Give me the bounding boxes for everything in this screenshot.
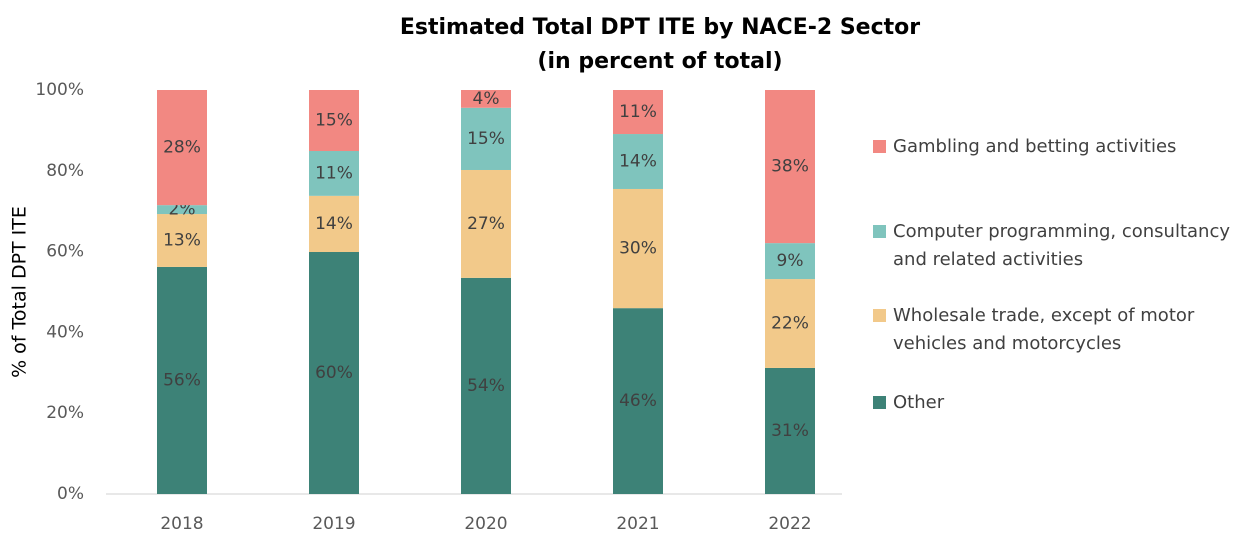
bar-segment xyxy=(157,266,207,494)
bar-segment xyxy=(461,169,511,278)
bar-segment xyxy=(613,90,663,135)
legend-swatch xyxy=(873,396,886,409)
data-label: 9% xyxy=(777,251,804,271)
data-label: 14% xyxy=(315,214,353,234)
legend-label: Other xyxy=(893,392,945,413)
chart-title: Estimated Total DPT ITE by NACE-2 Sector xyxy=(400,15,920,40)
bar-segment xyxy=(613,188,663,309)
bar-segment xyxy=(765,367,815,494)
bar-segment xyxy=(461,90,511,108)
x-tick-label: 2021 xyxy=(616,514,659,534)
legend-item: Computer programming, consultancy and re… xyxy=(873,218,1233,274)
data-label: 60% xyxy=(315,363,353,383)
y-tick-label: 60% xyxy=(46,242,84,262)
data-label: 31% xyxy=(771,421,809,441)
data-label: 38% xyxy=(771,157,809,177)
data-label: 13% xyxy=(163,230,201,250)
bar-segment xyxy=(157,205,207,215)
y-tick-label: 20% xyxy=(46,403,84,423)
data-label: 11% xyxy=(619,102,657,122)
y-tick-label: 100% xyxy=(35,80,84,100)
y-axis-label: % of Total DPT ITE xyxy=(9,206,31,378)
data-label: 14% xyxy=(619,152,657,172)
bar-segment xyxy=(309,195,359,253)
legend-item: Wholesale trade, except of motor vehicle… xyxy=(873,302,1233,358)
bar-segment xyxy=(765,243,815,280)
y-tick-label: 0% xyxy=(57,484,84,504)
x-tick-label: 2022 xyxy=(768,514,811,534)
data-label: 56% xyxy=(163,370,201,390)
bar-segment xyxy=(613,134,663,189)
y-tick-label: 40% xyxy=(46,322,84,342)
data-label: 30% xyxy=(619,239,657,259)
bar-segment xyxy=(765,90,815,244)
legend-label: Computer programming, consultancy and re… xyxy=(893,221,1230,270)
bar-segment xyxy=(461,107,511,170)
data-label: 27% xyxy=(467,214,505,234)
y-tick-label: 80% xyxy=(46,161,84,181)
legend-swatch xyxy=(873,140,886,153)
bar-segment xyxy=(309,90,359,152)
data-label: 54% xyxy=(467,376,505,396)
data-label: 11% xyxy=(315,163,353,183)
bar-segment xyxy=(461,277,511,494)
legend-label: Wholesale trade, except of motor vehicle… xyxy=(893,305,1195,354)
legend-swatch xyxy=(873,309,886,322)
bar-segment xyxy=(613,308,663,494)
data-label: 15% xyxy=(467,129,505,149)
bar-segment xyxy=(765,279,815,368)
data-label: 28% xyxy=(163,138,201,158)
x-tick-label: 2019 xyxy=(312,514,355,534)
chart-subtitle: (in percent of total) xyxy=(537,49,782,74)
x-tick-label: 2020 xyxy=(464,514,507,534)
data-label: 15% xyxy=(315,111,353,131)
bar-segment xyxy=(157,214,207,267)
data-label: 4% xyxy=(473,89,500,109)
legend-label: Gambling and betting activities xyxy=(893,136,1177,157)
data-label: 22% xyxy=(771,314,809,334)
legend-item: Other xyxy=(873,389,1233,417)
x-tick-label: 2018 xyxy=(160,514,203,534)
bar-segment xyxy=(309,252,359,494)
data-label: 46% xyxy=(619,391,657,411)
bar-segment xyxy=(309,151,359,196)
bar-segment xyxy=(157,90,207,206)
legend-item: Gambling and betting activities xyxy=(873,133,1233,161)
legend-swatch xyxy=(873,225,886,238)
